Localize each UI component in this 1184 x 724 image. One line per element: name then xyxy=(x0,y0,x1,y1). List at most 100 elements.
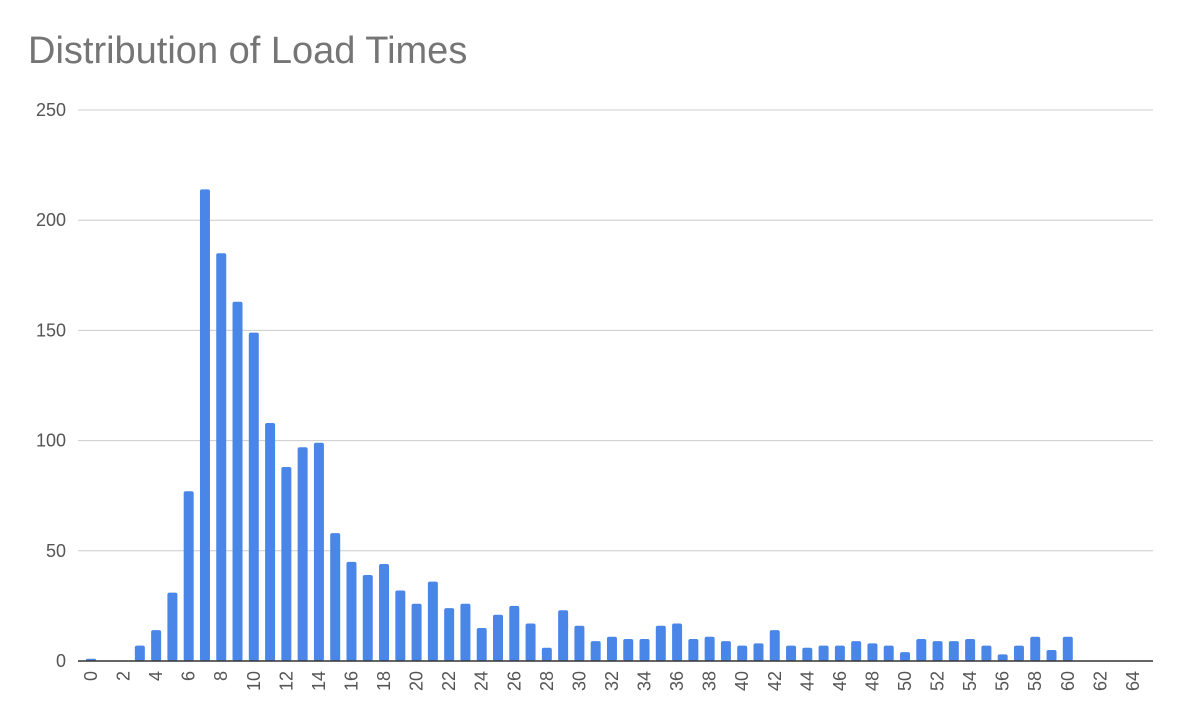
bar xyxy=(151,630,162,661)
bar xyxy=(965,638,976,661)
bar xyxy=(167,592,178,661)
bar xyxy=(851,641,862,661)
x-tick-label: 8 xyxy=(211,671,231,681)
x-tick-label: 16 xyxy=(341,671,361,691)
y-tick-label: 200 xyxy=(36,210,66,230)
x-tick-label: 52 xyxy=(928,671,948,691)
bar xyxy=(802,647,813,661)
bar xyxy=(639,638,650,661)
x-tick-label: 26 xyxy=(504,671,524,691)
bar xyxy=(199,189,210,661)
x-tick-label: 12 xyxy=(276,671,296,691)
bar xyxy=(688,638,699,661)
bar xyxy=(183,491,194,661)
bar xyxy=(867,643,878,661)
y-tick-label: 100 xyxy=(36,431,66,451)
bar xyxy=(460,603,471,661)
bar xyxy=(1013,645,1024,661)
x-tick-label: 46 xyxy=(830,671,850,691)
bar xyxy=(769,630,780,661)
x-tick-label: 14 xyxy=(309,671,329,691)
bar xyxy=(395,590,406,661)
x-tick-label: 64 xyxy=(1123,671,1143,691)
x-tick-label: 38 xyxy=(700,671,720,691)
x-tick-label: 30 xyxy=(569,671,589,691)
x-tick-label: 4 xyxy=(146,671,166,681)
bar xyxy=(248,332,259,661)
bar xyxy=(786,645,797,661)
x-tick-label: 56 xyxy=(993,671,1013,691)
x-tick-label: 24 xyxy=(472,671,492,691)
y-tick-label: 250 xyxy=(36,100,66,120)
bars xyxy=(86,189,1073,661)
x-tick-label: 60 xyxy=(1058,671,1078,691)
x-tick-label: 34 xyxy=(635,671,655,691)
y-axis-labels: 0 50 100 150 200 250 xyxy=(36,100,66,671)
bar xyxy=(476,627,487,661)
bar xyxy=(590,641,601,661)
bar xyxy=(997,654,1008,661)
bar xyxy=(281,467,292,661)
x-tick-label: 54 xyxy=(960,671,980,691)
bar xyxy=(932,641,943,661)
bar xyxy=(655,625,666,661)
y-tick-label: 150 xyxy=(36,320,66,340)
x-tick-label: 6 xyxy=(179,671,199,681)
x-tick-label: 44 xyxy=(797,671,817,691)
bar xyxy=(1062,636,1073,661)
bar xyxy=(704,636,715,661)
bar xyxy=(900,652,910,661)
x-tick-label: 10 xyxy=(244,671,264,691)
bar xyxy=(883,645,894,661)
bar xyxy=(493,614,503,661)
bar xyxy=(720,641,731,661)
bar xyxy=(330,533,341,661)
bar xyxy=(265,422,276,661)
x-tick-label: 42 xyxy=(765,671,785,691)
bar xyxy=(834,645,845,661)
bar xyxy=(411,603,422,661)
bar xyxy=(916,638,927,661)
bar xyxy=(379,564,390,661)
bar xyxy=(606,636,617,661)
y-tick-label: 50 xyxy=(46,541,66,561)
x-tick-label: 62 xyxy=(1090,671,1110,691)
bar xyxy=(1030,636,1041,661)
bar xyxy=(623,638,634,661)
bar xyxy=(232,301,243,661)
bar xyxy=(216,253,227,661)
x-axis-labels: 0 2 4 6 8 10 12 14 16 18 20 22 24 26 28 30 32 34 36 38 40 42 4… xyxy=(81,671,1143,691)
x-tick-label: 18 xyxy=(374,671,394,691)
x-tick-label: 58 xyxy=(1025,671,1045,691)
bar xyxy=(541,647,552,661)
x-tick-label: 28 xyxy=(537,671,557,691)
bar xyxy=(574,625,585,661)
bar xyxy=(981,645,992,661)
bar xyxy=(509,605,520,661)
bar xyxy=(737,645,748,661)
bar xyxy=(753,643,764,661)
bar xyxy=(1046,649,1057,661)
bar xyxy=(948,641,959,661)
x-tick-label: 22 xyxy=(439,671,459,691)
bar xyxy=(818,645,829,661)
bar xyxy=(427,581,438,661)
bar xyxy=(672,623,683,661)
bar xyxy=(346,561,357,661)
x-tick-label: 0 xyxy=(81,671,101,681)
bar xyxy=(444,608,455,661)
x-tick-label: 40 xyxy=(732,671,752,691)
x-tick-label: 36 xyxy=(667,671,687,691)
chart-title: Distribution of Load Times xyxy=(28,30,468,72)
bar xyxy=(558,610,569,661)
bar xyxy=(297,447,308,661)
x-tick-label: 50 xyxy=(895,671,915,691)
y-tick-label: 0 xyxy=(56,651,66,671)
x-tick-label: 48 xyxy=(862,671,882,691)
bar xyxy=(313,442,324,661)
bar xyxy=(362,575,373,661)
x-tick-label: 20 xyxy=(407,671,427,691)
bar xyxy=(525,623,536,661)
